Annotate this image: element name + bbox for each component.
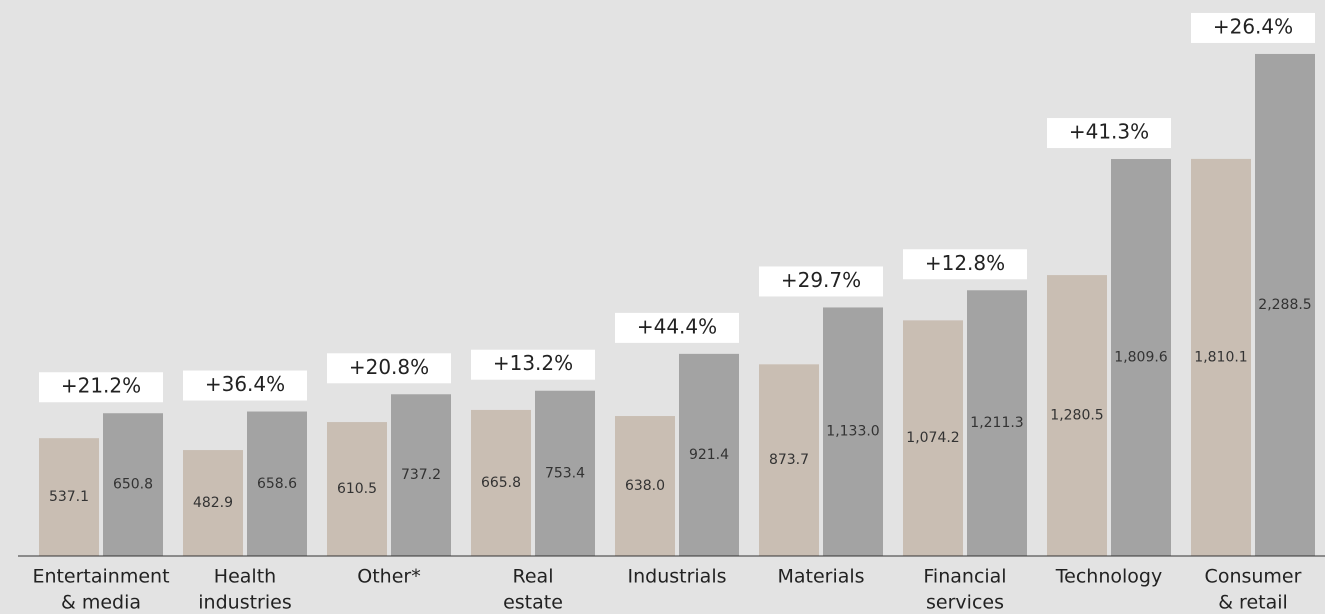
x-tick-label: & media (61, 592, 141, 614)
x-tick-label: industries (198, 592, 291, 614)
bar (903, 320, 963, 556)
value-label: 650.8 (113, 477, 153, 493)
annotation: +21.2% (61, 374, 141, 398)
bar (535, 390, 595, 556)
annotation: +20.8% (349, 355, 429, 379)
annotation-box (759, 266, 883, 297)
x-tick-label: Financial (923, 566, 1006, 588)
annotation: +13.2% (493, 351, 573, 375)
bar (247, 411, 307, 556)
annotation-box (471, 349, 595, 380)
bar (1255, 53, 1315, 556)
x-tick-label: Real (513, 566, 554, 588)
annotation-box (615, 312, 739, 343)
value-label: 482.9 (193, 495, 233, 511)
bar (823, 307, 883, 556)
value-label: 1,074.2 (906, 430, 959, 446)
x-tick-label: estate (503, 592, 563, 614)
annotation-box (39, 372, 163, 403)
annotation: +44.4% (637, 314, 717, 338)
value-label: 1,211.3 (970, 415, 1023, 431)
annotation-box (903, 249, 1027, 280)
bar (1047, 275, 1107, 556)
value-label: 1,280.5 (1050, 408, 1103, 424)
bar (471, 409, 531, 556)
value-label: 638.0 (625, 478, 665, 494)
bar (183, 450, 243, 556)
x-tick-label: Materials (777, 566, 864, 588)
value-label: 737.2 (401, 467, 441, 483)
x-tick-label: Industrials (627, 566, 726, 588)
bar (327, 422, 387, 556)
value-label: 873.7 (769, 452, 809, 468)
annotation-box (327, 353, 451, 384)
annotation: +29.7% (781, 268, 861, 292)
bar (679, 353, 739, 556)
bar (103, 413, 163, 556)
x-tick-label: Entertainment (32, 566, 169, 588)
value-label: 921.4 (689, 447, 729, 463)
value-label: 2,288.5 (1258, 297, 1311, 313)
x-tick-label: Technology (1055, 566, 1162, 588)
bar (967, 290, 1027, 556)
bar (759, 364, 819, 556)
value-label: 610.5 (337, 481, 377, 497)
annotation: +41.3% (1069, 120, 1149, 144)
value-label: 665.8 (481, 475, 521, 491)
bar (615, 416, 675, 556)
annotation: +12.8% (925, 251, 1005, 275)
annotation-box (1047, 118, 1171, 149)
x-tick-label: Consumer (1205, 566, 1302, 588)
value-label: 658.6 (257, 476, 297, 492)
value-label: 1,810.1 (1194, 349, 1247, 365)
x-tick-label: Health (214, 566, 276, 588)
value-label: 1,809.6 (1114, 350, 1168, 366)
x-tick-label: Other* (357, 566, 420, 588)
bar (391, 394, 451, 556)
annotation-box (1191, 12, 1315, 43)
value-label: 537.1 (49, 489, 89, 505)
bar (1111, 159, 1171, 557)
annotation: +26.4% (1213, 14, 1293, 38)
value-label: 753.4 (545, 465, 585, 481)
value-label: 1,133.0 (826, 424, 879, 440)
x-tick-label: services (926, 592, 1004, 614)
x-tick-label: & retail (1218, 592, 1288, 614)
annotation-box (183, 370, 307, 401)
bar (1191, 158, 1251, 557)
bar (39, 438, 99, 556)
annotation: +36.4% (205, 372, 285, 396)
